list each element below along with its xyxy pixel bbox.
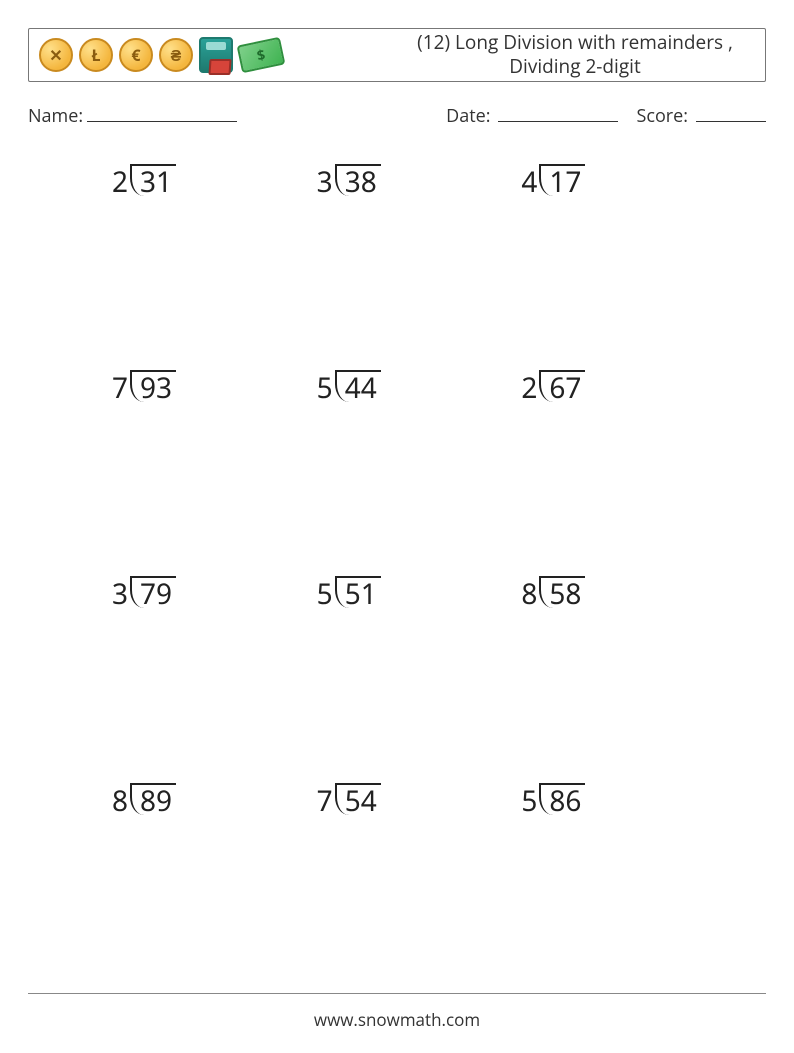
divisor: 5 — [317, 580, 335, 608]
dividend: 38 — [335, 168, 377, 196]
dividend: 89 — [130, 787, 172, 815]
division-problem: 3 79 — [112, 580, 172, 608]
coin-icon: ₴ — [159, 38, 193, 72]
division-problem: 3 38 — [317, 168, 377, 196]
division-problem: 5 44 — [317, 374, 377, 402]
name-blank[interactable] — [87, 102, 237, 122]
division-problem: 8 89 — [112, 787, 172, 815]
problems-grid: 2 31 3 38 4 17 7 93 5 44 2 67 3 79 5 51 — [28, 168, 766, 993]
divisor: 5 — [317, 374, 335, 402]
dividend: 79 — [130, 580, 172, 608]
divisor: 2 — [521, 374, 539, 402]
name-label: Name: — [28, 104, 83, 128]
division-problem: 2 31 — [112, 168, 172, 196]
divisor: 7 — [317, 787, 335, 815]
coin-icon: ✕ — [39, 38, 73, 72]
dividend: 93 — [130, 374, 172, 402]
divisor: 3 — [317, 168, 335, 196]
dividend: 44 — [335, 374, 377, 402]
divisor: 8 — [112, 787, 130, 815]
division-problem: 5 86 — [521, 787, 581, 815]
coin-icon: € — [119, 38, 153, 72]
cash-icon: $ — [237, 37, 286, 74]
date-label: Date: — [446, 104, 490, 128]
division-problem: 2 67 — [521, 374, 581, 402]
score-blank[interactable] — [696, 102, 766, 122]
divisor: 8 — [521, 580, 539, 608]
division-problem: 4 17 — [521, 168, 581, 196]
dividend: 31 — [130, 168, 172, 196]
header-bar: ✕ Ł € ₴ $ (12) Long Division with remain… — [28, 28, 766, 82]
division-problem: 5 51 — [317, 580, 377, 608]
header-icons: ✕ Ł € ₴ $ — [39, 37, 283, 73]
dividend: 51 — [335, 580, 377, 608]
score-label: Score: — [636, 104, 688, 128]
dividend: 58 — [539, 580, 581, 608]
atm-icon — [199, 37, 233, 73]
footer-url: www.snowmath.com — [28, 1008, 766, 1037]
coin-icon: Ł — [79, 38, 113, 72]
worksheet-title: (12) Long Division with remainders , Div… — [395, 31, 755, 79]
date-blank[interactable] — [498, 102, 618, 122]
divisor: 5 — [521, 787, 539, 815]
worksheet-page: ✕ Ł € ₴ $ (12) Long Division with remain… — [0, 0, 794, 1053]
division-problem: 8 58 — [521, 580, 581, 608]
divisor: 3 — [112, 580, 130, 608]
division-problem: 7 54 — [317, 787, 377, 815]
division-problem: 7 93 — [112, 374, 172, 402]
footer-rule — [28, 993, 766, 994]
divisor: 4 — [521, 168, 539, 196]
dividend: 17 — [539, 168, 581, 196]
dividend: 86 — [539, 787, 581, 815]
dividend: 54 — [335, 787, 377, 815]
divisor: 2 — [112, 168, 130, 196]
dividend: 67 — [539, 374, 581, 402]
divisor: 7 — [112, 374, 130, 402]
info-line: Name: Date: Score: — [28, 102, 766, 128]
